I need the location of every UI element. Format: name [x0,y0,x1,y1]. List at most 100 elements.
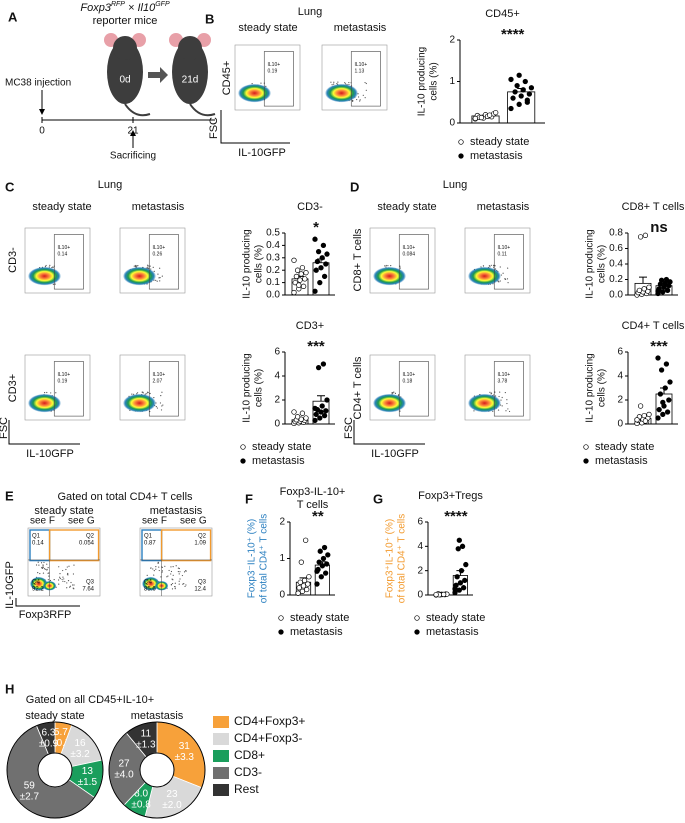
y-axis-label: of total CD4⁺ T cells [259,514,270,603]
data-point [314,258,321,265]
quadrant-value: 12.4 [194,587,206,593]
data-point [322,570,329,576]
density-blob [30,576,48,591]
y-axis-label: IL-10 producing [242,229,253,299]
event-dot [155,568,157,570]
data-point [319,563,326,569]
data-point [664,409,671,415]
data-point [312,288,318,294]
event-dot [44,392,46,394]
event-dot [505,410,507,412]
event-dot [72,573,75,575]
y-axis-label: of total CD4⁺ T cells [397,514,408,603]
event-dot [178,567,180,570]
panel-label: E [5,488,14,503]
event-dot [46,563,48,565]
data-point [486,112,493,118]
event-dot [158,569,160,572]
event-dot [337,81,339,83]
event-dot [333,81,335,83]
event-dot [500,274,502,276]
event-dot [37,561,39,563]
event-dot [365,82,367,85]
event-dot [179,578,181,580]
segment-value: 6.3 [42,727,56,738]
data-point [318,265,324,271]
event-dot [62,576,64,578]
quadrant-name: Q1 [144,534,153,540]
segment-value: 5.7 [54,727,68,738]
segment-error: ±3.3 [175,752,195,763]
event-dot [330,81,332,83]
data-point [294,414,301,420]
data-point [655,288,661,294]
quadrant-value: 0.054 [79,541,95,547]
y-axis-label: cells (%) [254,245,265,283]
y-tick-label: 0 [279,590,285,601]
event-dot [344,82,346,84]
data-point [294,267,301,273]
event-dot [160,576,162,578]
event-dot [498,281,500,283]
gate-label: IL10+ [153,245,166,251]
data-point [312,417,318,424]
segment-value: 16 [74,738,86,749]
y-tick-label: 4 [274,371,280,382]
axis-corner [353,420,425,445]
quadrant-name: Q4 [144,580,153,586]
event-dot [178,573,180,575]
event-dot [181,574,184,577]
strain-part: GFP [155,1,170,8]
event-dot [49,264,51,266]
chart-title: CD3- [297,201,323,213]
data-point [456,587,462,593]
y-tick-label: 0.2 [266,265,280,276]
gate-value: 1.13 [355,68,365,74]
see-label: see G [68,516,95,527]
event-dot [506,278,509,280]
event-dot [502,272,504,274]
panel-label: D [350,179,359,194]
data-point [291,289,297,296]
density-blob [123,267,156,286]
event-dot [365,89,367,91]
event-dot [156,280,158,282]
event-dot [507,408,509,410]
see-label: see F [30,516,55,527]
segment-error: ±0.7 [51,738,71,749]
data-point [303,537,309,543]
gate [148,234,179,290]
axis-corner [8,420,80,445]
event-dot [170,573,172,575]
y-tick-label: 0.3 [266,252,280,263]
event-dot [48,575,50,577]
significance: ** [312,508,324,525]
y-tick-label: 2 [274,395,280,406]
significance: **** [444,508,468,525]
y-tick-label: 0.0 [266,290,280,301]
event-dot [482,265,485,267]
x-axis-label: IL-10GFP [371,448,419,460]
event-dot [387,265,389,267]
group-heading: metastasis [477,201,530,213]
event-dot [146,574,148,576]
event-dot [352,100,354,103]
event-dot [159,280,161,282]
event-dot [42,572,45,574]
event-dot [174,588,176,590]
event-dot [507,282,509,284]
data-point [456,537,462,543]
event-dot [174,582,176,584]
event-dot [133,265,135,267]
event-dot [37,572,39,574]
panel-label: C [5,179,15,194]
group-heading: metastasis [334,22,387,34]
data-point [460,585,467,591]
data-point [637,403,644,409]
data-point [512,89,518,95]
quadrant-name: Q4 [32,580,41,586]
data-point [296,282,302,288]
data-point [522,78,528,85]
event-dot [183,583,185,585]
event-dot [136,392,139,394]
